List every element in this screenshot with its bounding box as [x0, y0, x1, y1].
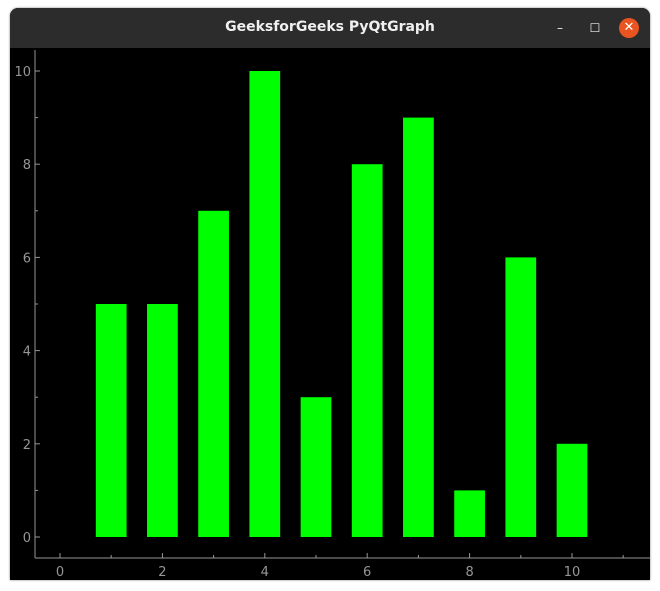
window-title: GeeksforGeeks PyQtGraph — [225, 19, 435, 35]
maximize-button[interactable]: ☐ — [589, 21, 601, 35]
bar-9 — [505, 257, 537, 537]
x-tick-label: 0 — [56, 565, 64, 580]
minimize-button[interactable]: – — [557, 21, 563, 35]
x-tick-label: 6 — [363, 565, 371, 580]
bar-1 — [95, 304, 127, 537]
bar-5 — [300, 397, 332, 537]
bar-4 — [249, 71, 281, 537]
bar-2 — [147, 304, 178, 537]
y-tick-label: 10 — [14, 65, 31, 80]
x-tick-label: 10 — [564, 565, 581, 580]
y-tick-label: 0 — [23, 531, 31, 546]
y-tick-label: 2 — [23, 438, 31, 453]
x-tick-label: 2 — [158, 565, 166, 580]
close-button[interactable]: ✕ — [619, 18, 639, 38]
y-tick-label: 8 — [23, 158, 31, 173]
bar-8 — [454, 490, 485, 537]
x-tick-label: 4 — [261, 565, 269, 580]
x-tick-label: 8 — [465, 565, 473, 580]
bar-10 — [556, 443, 588, 537]
title-bar[interactable]: GeeksforGeeks PyQtGraph – ☐ ✕ — [10, 8, 650, 48]
bar-6 — [351, 164, 383, 537]
y-tick-label: 4 — [23, 345, 31, 360]
bar-3 — [198, 210, 229, 538]
bar-7 — [403, 117, 434, 537]
y-tick-label: 6 — [23, 251, 31, 266]
